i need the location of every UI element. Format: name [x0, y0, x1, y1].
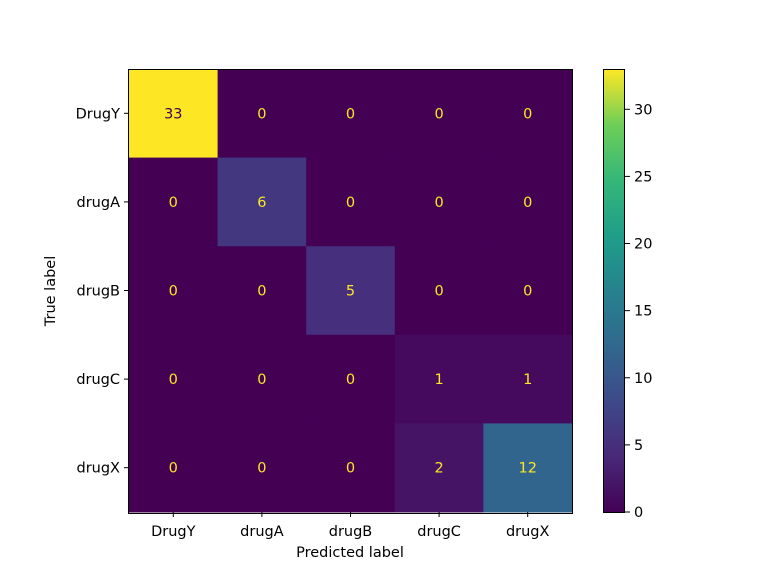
heatmap-cell — [394, 157, 484, 247]
colorbar — [603, 69, 625, 513]
colorbar-tick-label: 5 — [634, 438, 643, 454]
colorbar-tick-label: 15 — [634, 304, 652, 320]
cell-value-label: 0 — [169, 284, 178, 300]
heatmap-cell-labels: 33 0 0 0 0 0 6 0 0 0 0 0 5 0 0 0 0 0 1 1 0 0 0 2 12 — [164, 106, 537, 476]
colorbar-tick-label: 10 — [634, 371, 652, 387]
cell-value-label: 0 — [523, 195, 532, 211]
heatmap-cells — [129, 69, 573, 513]
cell-value-label: 6 — [257, 195, 266, 211]
colorbar-tick-label: 20 — [634, 237, 652, 253]
cell-value-label: 0 — [169, 372, 178, 388]
cell-value-label: 0 — [434, 284, 443, 300]
cell-value-label: 2 — [434, 461, 443, 477]
heatmap-cell — [306, 423, 396, 513]
y-tick-label: drugB — [76, 284, 120, 300]
heatmap-cell — [217, 246, 307, 336]
heatmap-cell — [306, 246, 396, 336]
heatmap-cell — [129, 334, 219, 424]
heatmap-cell — [483, 157, 573, 247]
x-axis-label: Predicted label — [296, 545, 404, 561]
colorbar-tick-label: 30 — [634, 102, 652, 118]
heatmap-cell — [306, 69, 396, 159]
y-tick-label: DrugY — [76, 106, 121, 122]
x-tick-label: drugC — [417, 524, 461, 540]
heatmap-cell — [394, 246, 484, 336]
heatmap-cell — [129, 423, 219, 513]
cell-value-label: 12 — [518, 461, 536, 477]
cell-value-label: 0 — [434, 106, 443, 122]
heatmap-cell — [483, 334, 573, 424]
x-tick-label: drugX — [506, 524, 550, 540]
x-tick-label: DrugY — [151, 524, 196, 540]
cell-value-label: 0 — [257, 106, 266, 122]
cell-value-label: 0 — [523, 284, 532, 300]
heatmap-cell — [394, 334, 484, 424]
heatmap-cell — [483, 69, 573, 159]
heatmap-cell — [217, 423, 307, 513]
heatmap-cell — [483, 246, 573, 336]
cell-value-label: 1 — [434, 372, 443, 388]
cell-value-label: 0 — [346, 372, 355, 388]
x-axis-ticks: DrugY drugA drugB drugC drugX — [151, 512, 550, 540]
cell-value-label: 0 — [346, 195, 355, 211]
colorbar-ticks: 0 5 10 15 20 25 30 — [625, 102, 652, 521]
heatmap-cell — [129, 69, 219, 159]
heatmap-cell — [306, 157, 396, 247]
heatmap-cell — [217, 157, 307, 247]
cell-value-label: 0 — [346, 461, 355, 477]
y-tick-label: drugC — [76, 372, 120, 388]
heatmap-cell — [129, 157, 219, 247]
cell-value-label: 0 — [434, 195, 443, 211]
cell-value-label: 0 — [169, 461, 178, 477]
y-axis-label: True label — [43, 256, 59, 327]
heatmap-cell — [217, 69, 307, 159]
cell-value-label: 0 — [257, 284, 266, 300]
cell-value-label: 0 — [257, 461, 266, 477]
heatmap-cell — [483, 423, 573, 513]
cell-value-label: 0 — [346, 106, 355, 122]
heatmap-cell — [306, 334, 396, 424]
x-tick-label: drugA — [240, 524, 284, 540]
y-axis-ticks: DrugY drugA drugB drugC drugX — [76, 106, 129, 477]
cell-value-label: 0 — [169, 195, 178, 211]
cell-value-label: 1 — [523, 372, 532, 388]
y-tick-label: drugA — [77, 195, 121, 211]
x-tick-label: drugB — [329, 524, 373, 540]
heatmap-cell — [217, 334, 307, 424]
colorbar-tick-label: 0 — [634, 505, 643, 521]
cell-value-label: 33 — [164, 106, 182, 122]
cell-value-label: 0 — [257, 372, 266, 388]
heatmap-cell — [394, 423, 484, 513]
heatmap-cell — [394, 69, 484, 159]
cell-value-label: 5 — [346, 284, 355, 300]
heatmap-cell — [129, 246, 219, 336]
y-tick-label: drugX — [77, 461, 121, 477]
colorbar-tick-label: 25 — [634, 169, 652, 185]
cell-value-label: 0 — [523, 106, 532, 122]
